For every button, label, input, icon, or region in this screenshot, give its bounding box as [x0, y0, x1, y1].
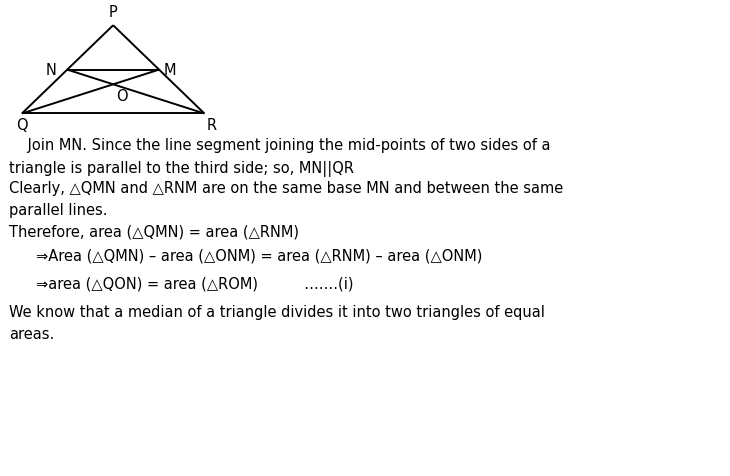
Text: M: M	[164, 63, 176, 78]
Text: P: P	[109, 5, 118, 20]
Text: ⇒Area (△QMN) – area (△ONM) = area (△RNM) – area (△ONM): ⇒Area (△QMN) – area (△ONM) = area (△RNM)…	[36, 248, 483, 263]
Text: We know that a median of a triangle divides it into two triangles of equal
areas: We know that a median of a triangle divi…	[9, 305, 545, 342]
Text: Clearly, △QMN and △RNM are on the same base MN and between the same
parallel lin: Clearly, △QMN and △RNM are on the same b…	[9, 181, 564, 218]
Text: ⇒area (△QON) = area (△ROM)          …….(i): ⇒area (△QON) = area (△ROM) …….(i)	[36, 276, 354, 291]
Text: R: R	[207, 118, 217, 133]
Text: N: N	[46, 63, 57, 78]
Text: Therefore, area (△QMN) = area (△RNM): Therefore, area (△QMN) = area (△RNM)	[9, 224, 299, 238]
Text: Q: Q	[16, 118, 28, 133]
Text: Join MN. Since the line segment joining the mid-points of two sides of a
triangl: Join MN. Since the line segment joining …	[9, 138, 551, 176]
Text: O: O	[116, 89, 128, 104]
